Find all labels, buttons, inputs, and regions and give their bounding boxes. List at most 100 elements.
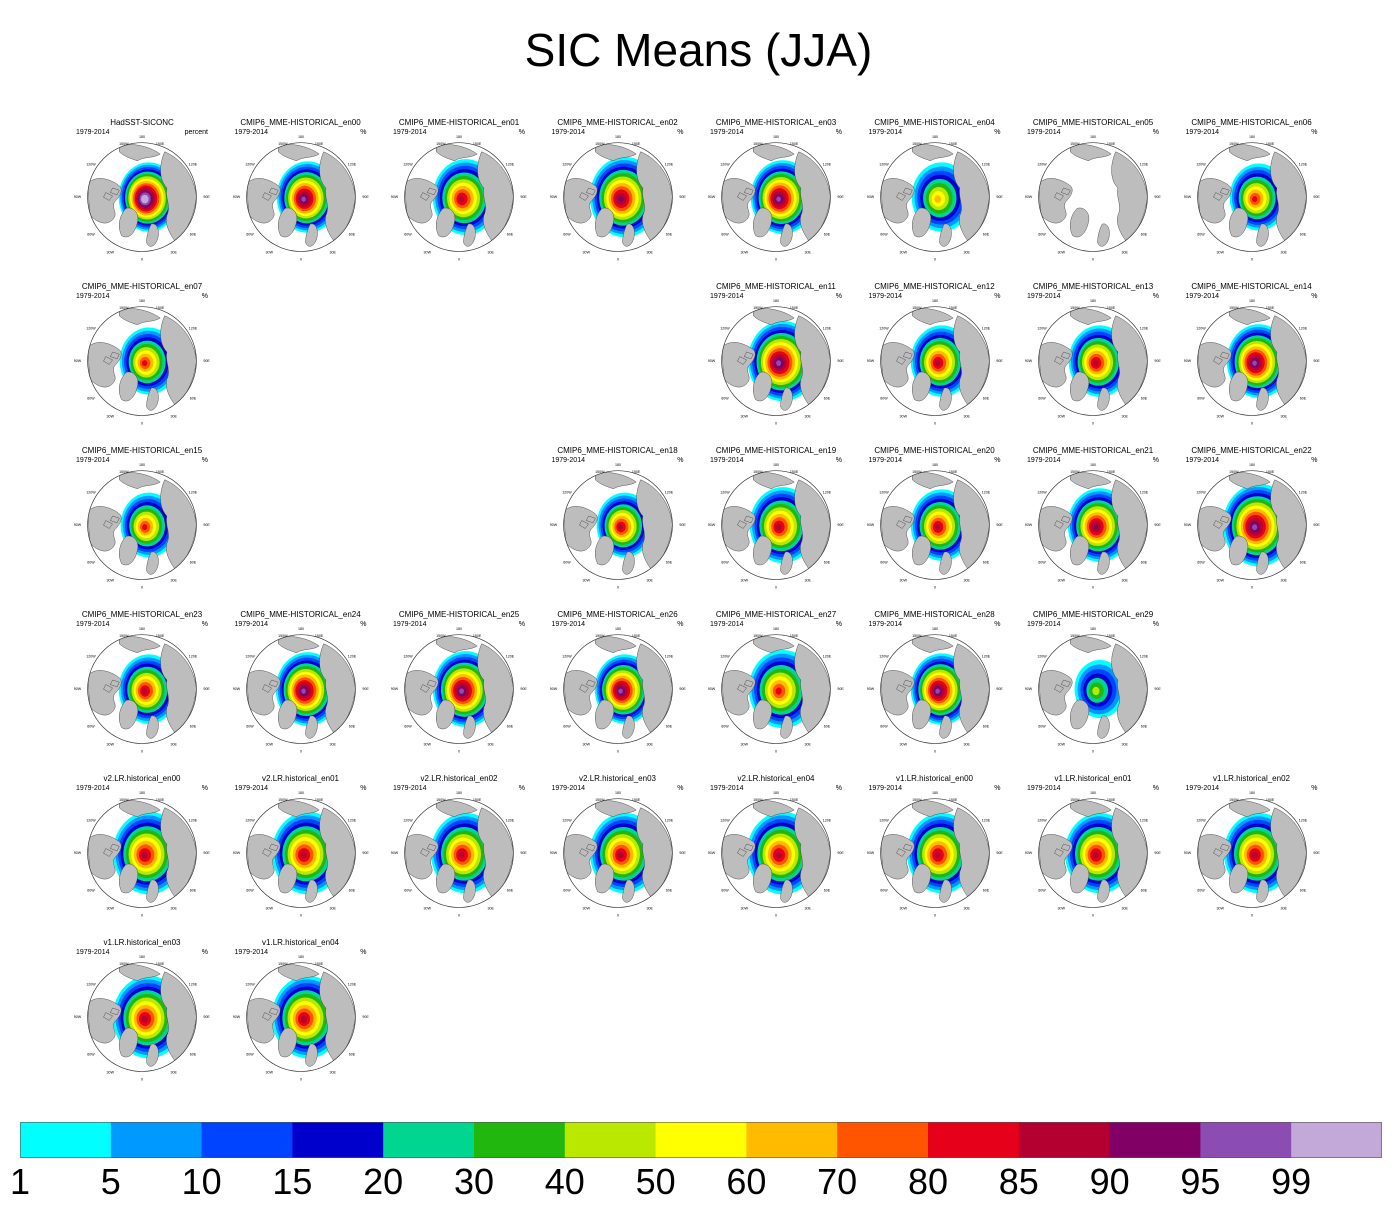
land-mass: [1219, 187, 1230, 196]
land-mass: [1070, 636, 1112, 654]
longitude-label: 60W: [721, 233, 729, 237]
panel-title: CMIP6_MME-HISTORICAL_en02: [557, 118, 678, 127]
longitude-label: 150W: [278, 798, 288, 802]
panel-period: 1979-2014: [1185, 293, 1219, 300]
longitude-label: 0: [933, 586, 935, 590]
longitude-label: 120E: [189, 818, 198, 822]
longitude-label: 90W: [233, 687, 241, 691]
land-mass: [277, 964, 320, 982]
land-mass: [594, 699, 614, 730]
longitude-label: 60E: [665, 725, 672, 729]
colorbar-swatch-0: [20, 1122, 112, 1158]
panel-period: 1979-2014: [710, 129, 744, 136]
longitude-label: 180: [773, 627, 779, 631]
land-mass: [794, 807, 831, 899]
longitude-label: 180: [139, 791, 145, 795]
longitude-label: 120E: [823, 326, 832, 330]
land-mass: [895, 520, 906, 529]
panel-units: %: [835, 293, 842, 300]
longitude-label: 90W: [867, 195, 875, 199]
polar-map: 180 0 90W 90E 150W 150E 120W 120E 60W 60E 30W 30E: [550, 463, 686, 589]
colorbar-swatch-7: [655, 1122, 747, 1158]
longitude-label: 150E: [156, 798, 165, 802]
longitude-label: 30W: [1058, 743, 1066, 747]
land-mass: [426, 679, 437, 688]
longitude-label: 60E: [1141, 889, 1148, 893]
longitude-label: 120E: [347, 162, 356, 166]
land-mass: [318, 643, 355, 735]
land-mass: [911, 800, 954, 818]
land-mass: [1070, 207, 1090, 238]
land-mass: [1228, 863, 1248, 894]
land-mass: [146, 715, 159, 739]
land-mass: [119, 800, 161, 818]
longitude-label: 120E: [823, 818, 832, 822]
longitude-label: 150E: [631, 634, 640, 638]
longitude-label: 30W: [899, 251, 907, 255]
land-mass: [585, 515, 596, 524]
land-mass: [911, 308, 954, 326]
longitude-label: 150E: [1107, 470, 1116, 474]
ice-contour-undefined: [142, 197, 147, 202]
longitude-label: 180: [931, 627, 937, 631]
longitude-label: 0: [933, 258, 935, 262]
longitude-label: 150W: [278, 634, 288, 638]
longitude-label: 120W: [86, 326, 96, 330]
longitude-label: 60W: [880, 889, 888, 893]
longitude-label: 60E: [190, 397, 197, 401]
panel-title: CMIP6_MME-HISTORICAL_en14: [1191, 282, 1312, 291]
land-mass: [911, 207, 931, 238]
longitude-label: 150E: [156, 962, 165, 966]
longitude-label: 120W: [879, 818, 889, 822]
map-border: [721, 798, 831, 908]
colorbar: [20, 1122, 1382, 1158]
longitude-label: 120W: [1037, 326, 1047, 330]
longitude-label: 90W: [867, 851, 875, 855]
panel-title: CMIP6_MME-HISTORICAL_en24: [240, 610, 361, 619]
longitude-label: 180: [139, 135, 145, 139]
longitude-label: 120W: [879, 326, 889, 330]
panel-units: %: [994, 129, 1001, 136]
panel-units: %: [994, 457, 1001, 464]
longitude-label: 90E: [1313, 359, 1320, 363]
longitude-label: 150W: [278, 142, 288, 146]
longitude-label: 180: [1248, 299, 1254, 303]
land-mass: [109, 187, 120, 196]
longitude-label: 0: [775, 586, 777, 590]
longitude-label: 180: [456, 791, 462, 795]
longitude-label: 90E: [203, 523, 210, 527]
longitude-label: 90W: [867, 523, 875, 527]
longitude-label: 60W: [721, 889, 729, 893]
longitude-label: 180: [931, 299, 937, 303]
longitude-label: 90E: [837, 359, 844, 363]
land-mass: [1255, 551, 1269, 575]
longitude-label: 30E: [1122, 743, 1129, 747]
longitude-label: 0: [1250, 586, 1252, 590]
land-mass: [594, 535, 614, 566]
longitude-label: 60E: [1141, 397, 1148, 401]
longitude-label: 0: [299, 914, 301, 918]
longitude-label: 60W: [87, 1053, 95, 1057]
longitude-label: 60E: [507, 725, 514, 729]
longitude-label: 90W: [74, 195, 82, 199]
land-mass: [938, 715, 952, 739]
ice-contour-80: [142, 360, 148, 367]
longitude-label: 60E: [348, 889, 355, 893]
longitude-label: 60W: [880, 397, 888, 401]
longitude-label: 30W: [741, 415, 749, 419]
longitude-label: 90W: [391, 851, 399, 855]
panel-title: v1.LR.historical_en00: [896, 774, 973, 783]
longitude-label: 90E: [679, 851, 686, 855]
map-border: [562, 634, 673, 744]
panel-period: 1979-2014: [868, 129, 902, 136]
longitude-label: 150W: [119, 470, 129, 474]
land-mass: [1255, 879, 1269, 903]
land-mass: [1054, 848, 1064, 857]
longitude-label: 150E: [631, 798, 640, 802]
longitude-label: 60W: [1038, 397, 1046, 401]
longitude-label: 120E: [981, 654, 990, 658]
panel-period: 1979-2014: [868, 621, 902, 628]
land-mass: [1070, 699, 1090, 730]
longitude-label: 90E: [996, 687, 1003, 691]
longitude-label: 0: [458, 750, 460, 754]
